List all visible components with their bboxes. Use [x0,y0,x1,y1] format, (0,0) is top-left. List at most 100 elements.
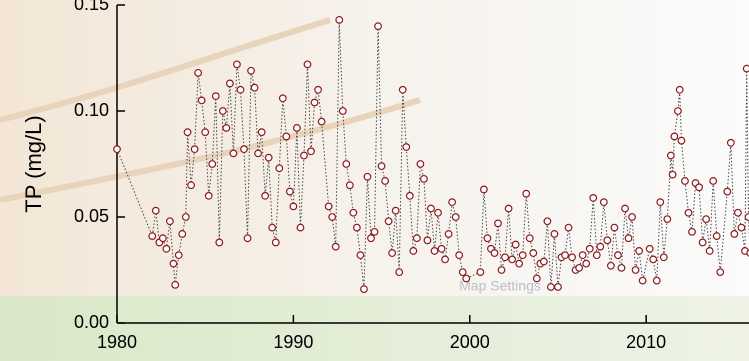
data-point [669,171,676,178]
data-point [163,246,170,253]
data-point [244,235,251,242]
data-point [301,152,308,159]
x-tick-label: 2000 [450,332,490,352]
data-point [220,108,227,115]
data-point [311,99,318,106]
data-point [477,269,484,276]
data-point [172,282,179,289]
data-point [548,284,555,291]
data-point [544,218,551,225]
data-point [534,275,541,282]
data-point [703,216,710,223]
data-point [463,275,470,282]
data-point [382,178,389,185]
data-point [523,190,530,197]
data-point [526,235,533,242]
data-point [392,207,399,214]
data-point [622,205,629,212]
data-point [653,277,660,284]
data-point [332,243,339,250]
data-point [735,209,742,216]
data-point [114,146,121,153]
data-point [597,243,604,250]
data-point [495,220,502,227]
data-point [417,161,424,168]
data-point [336,17,343,24]
data-point [696,184,703,191]
data-point [632,267,639,274]
data-point [743,65,749,72]
data-point [269,224,276,231]
data-point [343,161,350,168]
data-point [604,237,611,244]
data-point [699,239,706,246]
data-point [399,87,406,94]
page: {"chart_data": { "type": "scatter", "y_l… [0,0,749,361]
y-tick-label: 0.00 [74,312,109,332]
data-point [350,209,357,216]
data-point [516,260,523,267]
data-point [414,235,421,242]
data-point [315,87,322,94]
chart: Map Settings TP (mg/L) 0.000.050.100.151… [0,0,749,361]
data-point [325,203,332,210]
data-point [639,277,646,284]
data-point [421,176,428,183]
data-point [272,239,279,246]
data-point [170,260,177,267]
data-point [675,108,682,115]
data-point [182,214,189,221]
data-point [576,265,583,272]
data-point [410,248,417,255]
data-point [668,152,675,159]
data-point [153,207,160,214]
data-point [396,269,403,276]
data-point [276,165,283,172]
data-point [710,178,717,185]
data-point [498,267,505,274]
data-point [175,252,182,259]
data-point [728,140,735,147]
data-point [615,252,622,259]
data-point [724,188,731,195]
data-point [339,108,346,115]
data-point [258,129,265,136]
data-point [195,70,202,77]
data-point [629,214,636,221]
data-point [265,154,272,161]
data-point [428,205,435,212]
data-point [371,229,378,236]
data-point [530,250,537,257]
data-point [216,239,223,246]
data-point [188,182,195,189]
data-point [579,252,586,259]
data-point [389,250,396,257]
data-point [502,254,509,261]
data-point [731,231,738,238]
data-point [227,80,234,87]
data-point [583,260,590,267]
data-point [297,224,304,231]
data-point [569,254,576,261]
data-point [657,199,664,206]
data-point [713,233,720,240]
data-point [230,150,237,157]
data-point [251,84,258,91]
data-point [682,178,689,185]
data-point [661,254,668,261]
data-point [449,199,456,206]
data-point [407,193,414,200]
data-point [212,93,219,100]
data-point [505,205,512,212]
data-point [611,224,618,231]
data-point [541,258,548,265]
y-tick-label: 0.05 [74,206,109,226]
data-point [664,216,671,223]
data-point [509,256,516,263]
data-point [347,182,354,189]
y-tick-label: 0.15 [74,0,109,14]
data-point [646,246,653,253]
data-point [590,195,597,202]
data-point [717,269,724,276]
data-point [678,137,685,144]
